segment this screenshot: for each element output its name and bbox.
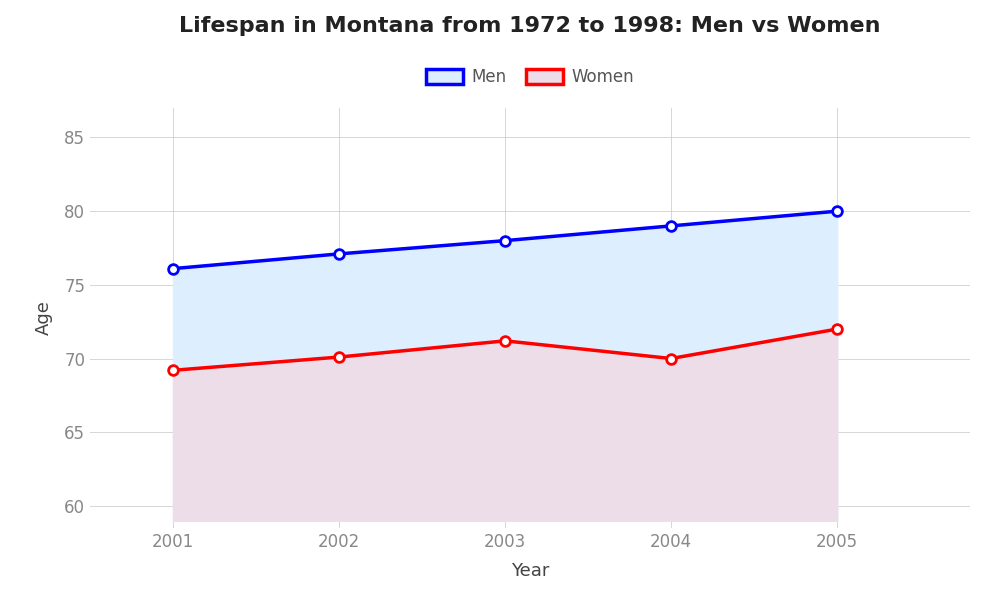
Legend: Men, Women: Men, Women: [419, 62, 641, 93]
Y-axis label: Age: Age: [35, 301, 53, 335]
X-axis label: Year: Year: [511, 562, 549, 580]
Title: Lifespan in Montana from 1972 to 1998: Men vs Women: Lifespan in Montana from 1972 to 1998: M…: [179, 16, 881, 35]
